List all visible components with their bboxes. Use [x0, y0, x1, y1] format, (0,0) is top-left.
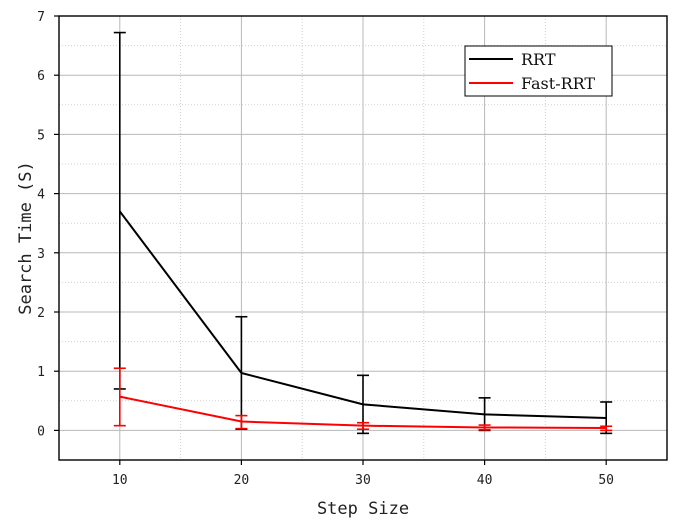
y-tick-label: 0	[37, 424, 45, 439]
y-tick-label: 7	[37, 10, 45, 25]
axis-tick-labels: 10 20 30 40 50 0 1 2 3 4 5 6 7	[37, 10, 614, 488]
series-layer	[113, 31, 613, 435]
series-line	[119, 395, 607, 430]
y-tick-label: 2	[37, 306, 45, 321]
x-axis-title: Step Size	[317, 499, 409, 519]
x-tick-label: 20	[234, 473, 250, 488]
axis-ticks	[54, 15, 607, 465]
x-tick-label: 50	[598, 473, 614, 488]
series-line	[119, 210, 607, 419]
y-tick-label: 4	[37, 188, 45, 203]
x-tick-label: 40	[477, 473, 493, 488]
y-axis-title: Search Time (S)	[16, 161, 36, 315]
legend: RRT Fast-RRT	[464, 45, 613, 97]
series-1	[113, 367, 613, 432]
legend-label-rrt: RRT	[521, 50, 556, 69]
y-tick-label: 5	[37, 128, 45, 143]
y-tick-label: 6	[37, 69, 45, 84]
x-tick-label: 10	[112, 473, 128, 488]
legend-label-fast-rrt: Fast-RRT	[521, 74, 595, 93]
y-tick-label: 1	[37, 365, 45, 380]
y-tick-label: 3	[37, 247, 45, 262]
x-tick-label: 30	[355, 473, 371, 488]
legend-box	[464, 45, 613, 97]
